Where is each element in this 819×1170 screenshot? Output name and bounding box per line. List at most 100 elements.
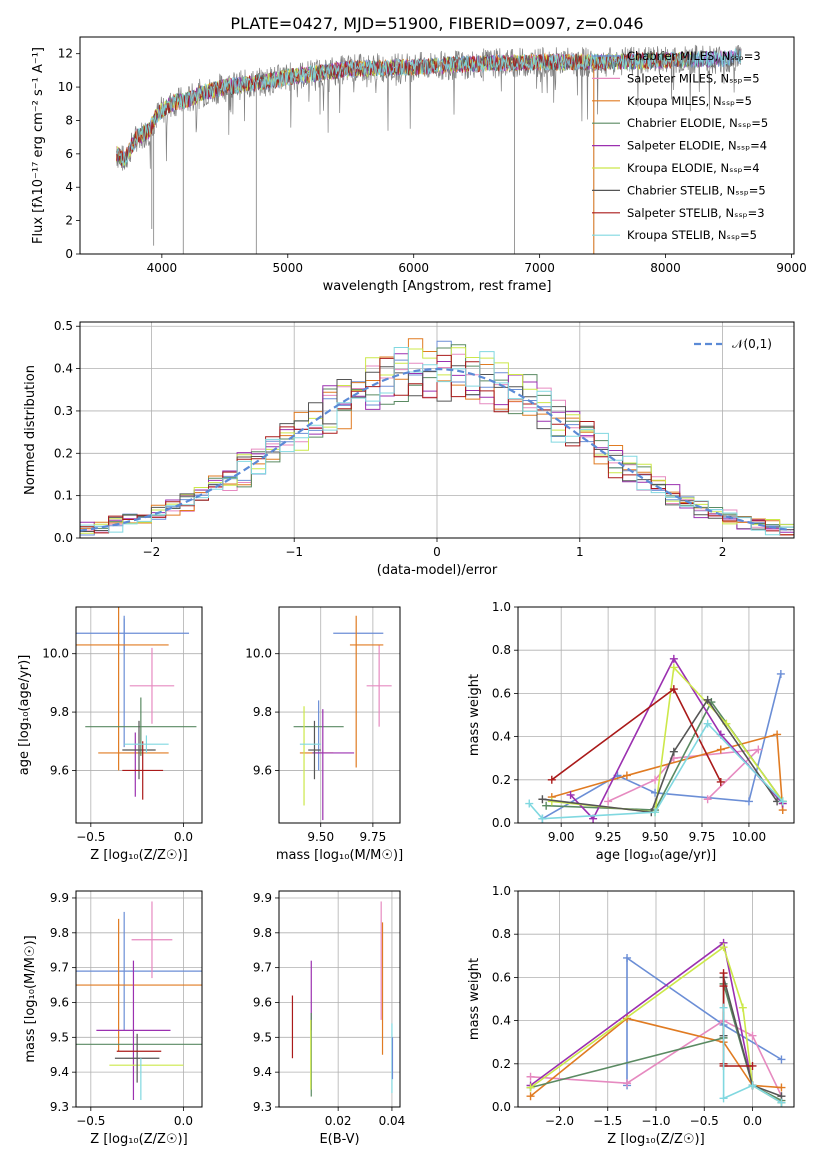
weight-vs-age-line-chabrier-stelib	[542, 698, 778, 814]
age-vs-Z-frame	[75, 606, 203, 824]
age-vs-mass-ytick-label-0: 9.6	[253, 763, 272, 777]
weight-vs-Z-frame	[517, 890, 795, 1108]
spectrum-ytick-label-1: 2	[65, 214, 73, 228]
weight-vs-Z-ylabel: mass weight	[467, 958, 482, 1040]
age-vs-mass-xtick-label-0: 9.50	[307, 830, 334, 844]
mass-vs-Z-ytick-label-4: 9.7	[50, 961, 69, 975]
weight-vs-Z-xtick-label-1: −1.5	[593, 1114, 622, 1128]
spectrum-legend-label-8: Kroupa STELIB, Nₛₛₚ=5	[627, 228, 757, 242]
residuals-xtick-label-0: −2	[143, 545, 161, 559]
weight-vs-age-marker-kroupa-stelib-1	[538, 814, 547, 823]
spectrum-ytick-label-2: 4	[65, 180, 73, 194]
weight-vs-age-xlabel: age [log₁₀(age/yr)]	[596, 848, 717, 863]
mass-vs-EBV-panel: 0.02 0.04 9.3 9.4 9.5 9.6 9.7 9.8 9.9 E(B-V)	[253, 890, 405, 1147]
weight-vs-age-ylabel: mass weight	[467, 674, 482, 756]
residuals-legend-label: 𝒩(0,1)	[732, 337, 772, 351]
weight-vs-Z-xtick-label-3: −0.5	[690, 1114, 719, 1128]
weight-vs-age-marker-kroupa-stelib-2	[651, 808, 660, 817]
weight-vs-age-marker-salpeter-miles-0	[604, 797, 613, 806]
weight-vs-Z-marker-kroupa-miles-4	[777, 1083, 786, 1092]
weight-vs-age-marker-salpeter-miles-1	[651, 775, 660, 784]
spectrum-ytick-label-5: 10	[58, 80, 73, 94]
weight-vs-age-marker-chabrier-stelib-2	[669, 747, 678, 756]
weight-vs-age-ytick-label-0: 0.0	[492, 816, 511, 830]
weight-vs-age-panel: 9.00 9.25 9.50 9.75 10.00 0.0 0.2 0.4 0.6 0.8 1.0 a…	[467, 600, 795, 863]
spectrum-ytick-label-4: 8	[65, 113, 73, 127]
mass-vs-Z-xtick-label-0: −0.5	[76, 1114, 105, 1128]
weight-vs-Z-xtick-label-0: −2.0	[545, 1114, 574, 1128]
weight-vs-age-line-kroupa-miles	[551, 733, 784, 811]
spectrum-panel: 4000 5000 6000 7000 8000 9000 0 2 4 6 8 10 12 wavelen…	[31, 36, 807, 294]
spectrum-ytick-label-3: 6	[65, 147, 73, 161]
spectrum-plot-area	[116, 44, 742, 254]
spectrum-model-kroupa-stelib	[116, 48, 741, 167]
weight-vs-age-marker-salpeter-stelib-0	[547, 775, 556, 784]
weight-vs-age-ytick-label-2: 0.4	[492, 730, 511, 744]
residuals-xtick-label-2: 0	[433, 545, 441, 559]
residuals-ytick-label-3: 0.3	[54, 404, 73, 418]
mass-vs-EBV-ytick-label-4: 9.7	[253, 961, 272, 975]
mass-vs-Z-frame	[75, 890, 203, 1108]
weight-vs-Z-line-kroupa-stelib	[722, 1007, 782, 1104]
spectrum-legend-label-3: Chabrier ELODIE, Nₛₛₚ=5	[627, 116, 768, 130]
spectrum-xtick-label-3: 7000	[524, 261, 555, 275]
age-vs-mass-xlabel: mass [log₁₀(M/M☉)]	[276, 848, 403, 863]
weight-vs-age-ytick-label-1: 0.2	[492, 773, 511, 787]
weight-vs-Z-marker-salpeter-miles-3	[748, 1031, 757, 1040]
age-vs-Z-xtick-label-1: 0.0	[174, 830, 193, 844]
spectrum-legend-label-4: Salpeter ELODIE, Nₛₛₚ=4	[627, 139, 767, 153]
spectrum-legend-label-5: Kroupa ELODIE, Nₛₛₚ=4	[627, 161, 760, 175]
spectrum-ytick-label-6: 12	[58, 47, 73, 61]
figure-title: PLATE=0427, MJD=51900, FIBERID=0097, z=0…	[230, 14, 643, 33]
weight-vs-Z-marker-kroupa-stelib-0	[719, 1003, 728, 1012]
weight-vs-Z-marker-kroupa-stelib-3	[777, 1098, 786, 1107]
weight-vs-age-marker-kroupa-miles-1	[622, 771, 631, 780]
spectrum-xtick-label-2: 6000	[398, 261, 429, 275]
age-vs-Z-xlabel: Z [log₁₀(Z/Z☉)]	[90, 848, 187, 863]
weight-vs-age-marker-kroupa-stelib-3	[703, 719, 712, 728]
weight-vs-Z-panel: −2.0 −1.5 −1.0 −0.5 0.0 0.0 0.2 0.4 0.6 0.8 1.0 Z […	[467, 884, 795, 1147]
residuals-normal-curve	[80, 367, 792, 532]
mass-vs-Z-ytick-label-2: 9.5	[50, 1030, 69, 1044]
age-vs-Z-ytick-label-2: 10.0	[42, 647, 69, 661]
weight-vs-age-line-salpeter-stelib	[551, 687, 722, 783]
age-vs-Z-xtick-label-0: −0.5	[76, 830, 105, 844]
residuals-xlabel: (data-model)/error	[377, 563, 498, 578]
age-vs-mass-ytick-label-1: 9.8	[253, 705, 272, 719]
weight-vs-Z-marker-salpeter-miles-0	[526, 1072, 535, 1081]
weight-vs-age-xtick-label-3: 9.75	[689, 830, 716, 844]
spectrum-xtick-label-5: 9000	[776, 261, 807, 275]
residuals-ytick-label-2: 0.2	[54, 446, 73, 460]
spectrum-legend-label-2: Kroupa MILES, Nₛₛₚ=5	[627, 94, 752, 108]
weight-vs-age-marker-salpeter-stelib-1	[669, 685, 678, 694]
mass-vs-Z-ytick-label-0: 9.3	[50, 1100, 69, 1114]
age-vs-mass-xtick-label-1: 9.75	[360, 830, 387, 844]
weight-vs-age-marker-salpeter-miles-3	[754, 745, 763, 754]
weight-vs-Z-xtick-label-4: 0.0	[743, 1114, 762, 1128]
age-vs-Z-plot-area	[76, 607, 197, 800]
mass-vs-Z-xtick-label-1: 0.0	[174, 1114, 193, 1128]
weight-vs-age-frame	[517, 606, 795, 824]
weight-vs-age-marker-kroupa-miles-3	[773, 730, 782, 739]
weight-vs-age-ytick-label-3: 0.6	[492, 686, 511, 700]
weight-vs-Z-marker-kroupa-elodie-2	[738, 1003, 747, 1012]
weight-vs-Z-marker-kroupa-stelib-2	[748, 1081, 757, 1090]
weight-vs-Z-ytick-label-1: 0.2	[492, 1057, 511, 1071]
weight-vs-Z-ytick-label-4: 0.8	[492, 927, 511, 941]
weight-vs-age-marker-kroupa-elodie-2	[669, 663, 678, 672]
age-vs-Z-ytick-label-1: 9.8	[50, 705, 69, 719]
mass-vs-EBV-ytick-label-5: 9.8	[253, 926, 272, 940]
spectrum-xtick-label-1: 5000	[273, 261, 304, 275]
residuals-panel: −2 −1 0 1 2 0.0 0.1 0.2 0.3 0.4 0.5 (data-model)/er…	[23, 319, 795, 578]
mass-vs-EBV-ytick-label-2: 9.5	[253, 1030, 272, 1044]
weight-vs-age-marker-kroupa-stelib-0	[525, 799, 534, 808]
weight-vs-Z-ytick-label-5: 1.0	[492, 884, 511, 898]
age-vs-mass-panel: 9.50 9.75 9.6 9.8 10.0 mass [log₁₀(M/M☉)]	[245, 606, 403, 863]
weight-vs-Z-marker-chabrier-miles-1	[623, 953, 632, 962]
age-vs-Z-ylabel: age [log₁₀(age/yr)]	[17, 655, 32, 776]
spectrum-legend-label-7: Salpeter STELIB, Nₛₛₚ=3	[627, 206, 765, 220]
mass-vs-EBV-ytick-label-6: 9.9	[253, 891, 272, 905]
weight-vs-Z-ytick-label-3: 0.6	[492, 970, 511, 984]
residuals-hist-kroupa-stelib	[80, 347, 794, 536]
